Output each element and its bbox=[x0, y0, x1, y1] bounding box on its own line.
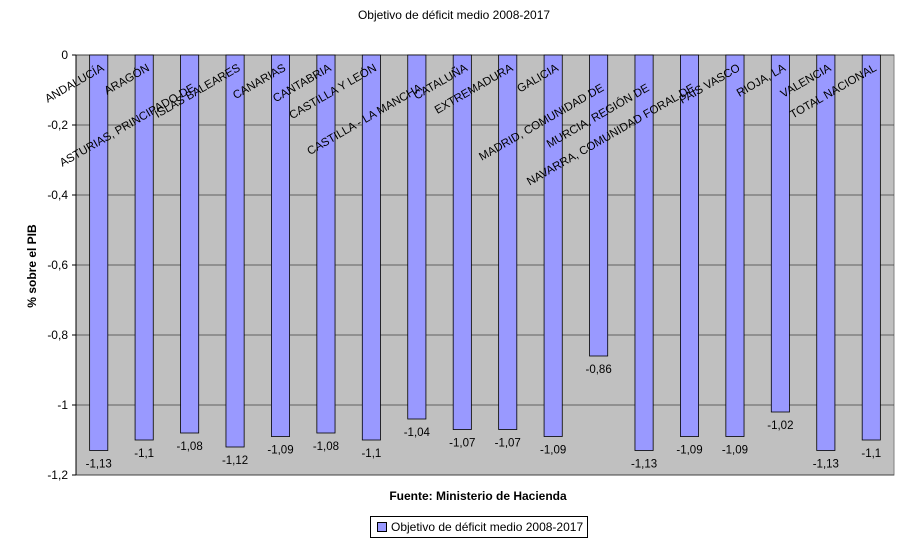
y-tick-label: 0 bbox=[61, 48, 68, 62]
bar bbox=[680, 54, 699, 437]
bar bbox=[725, 54, 745, 437]
data-label: -1,09 bbox=[722, 445, 748, 457]
data-label: -1,13 bbox=[86, 459, 112, 471]
data-label: -1,1 bbox=[861, 448, 881, 460]
bar bbox=[180, 54, 200, 434]
data-label: -1,07 bbox=[449, 438, 475, 450]
data-label: -1,13 bbox=[813, 459, 839, 471]
bar bbox=[861, 54, 881, 441]
data-label: -1,09 bbox=[540, 445, 566, 457]
bar bbox=[498, 54, 518, 430]
bar bbox=[89, 54, 109, 451]
data-label: -1,1 bbox=[361, 448, 381, 460]
y-tick-label: -0,4 bbox=[47, 188, 68, 202]
bar bbox=[271, 54, 290, 437]
data-label: -1,09 bbox=[267, 445, 293, 457]
chart-title: Objetivo de déficit medio 2008-2017 bbox=[358, 8, 550, 22]
data-label: -1,13 bbox=[631, 459, 657, 471]
bar bbox=[770, 54, 790, 413]
data-label: -1,04 bbox=[404, 427, 431, 439]
data-label: -1,1 bbox=[134, 448, 154, 460]
data-label: -1,02 bbox=[767, 420, 793, 432]
bar bbox=[452, 54, 472, 430]
data-label: -1,12 bbox=[222, 455, 248, 467]
y-tick-label: -0,8 bbox=[47, 328, 68, 342]
bar bbox=[134, 54, 154, 441]
x-axis-label: Fuente: Ministerio de Hacienda bbox=[389, 489, 567, 503]
legend-swatch bbox=[377, 522, 387, 532]
y-tick-label: -0,2 bbox=[47, 118, 68, 132]
bar bbox=[361, 54, 381, 441]
data-label: -0,86 bbox=[586, 364, 612, 376]
bar bbox=[589, 54, 609, 357]
y-axis-label: % sobre el PIB bbox=[25, 224, 39, 308]
data-label: -1,07 bbox=[495, 438, 521, 450]
bar bbox=[407, 54, 427, 420]
data-label: -1,09 bbox=[676, 445, 702, 457]
bar bbox=[225, 54, 245, 448]
bar bbox=[543, 54, 563, 437]
y-tick-label: -1,2 bbox=[47, 468, 68, 482]
y-tick-label: -1 bbox=[57, 398, 68, 412]
data-label: -1,08 bbox=[313, 441, 339, 453]
data-label: -1,08 bbox=[177, 441, 203, 453]
bar bbox=[634, 54, 654, 451]
bar bbox=[316, 54, 336, 434]
legend-label: Objetivo de déficit medio 2008-2017 bbox=[391, 520, 584, 534]
y-tick-label: -0,6 bbox=[47, 258, 68, 272]
legend: Objetivo de déficit medio 2008-2017 bbox=[370, 516, 589, 538]
bar bbox=[816, 54, 836, 451]
